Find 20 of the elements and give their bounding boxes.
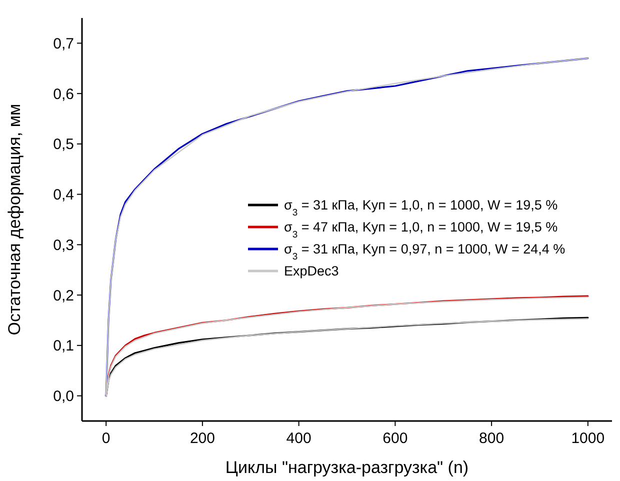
y-tick-label: 0,7 [53,35,74,52]
x-tick-label: 1000 [571,430,605,447]
legend-label: σ$_{3}$ = 47 кПа, Kуп = 1,0, n = 1000, W = 19,5 % [284,220,558,240]
y-axis-title: Остаточная деформация, мм [5,104,24,336]
y-tick-label: 0,1 [53,338,74,355]
x-tick-label: 0 [102,430,110,447]
legend-label: σ$_{3}$ = 31 кПа, Kуп = 0,97, n = 1000, W = 24,4 % [284,242,566,262]
y-tick-label: 0,0 [53,388,74,406]
x-tick-label: 800 [479,430,504,447]
x-tick-label: 200 [190,430,215,447]
legend-label: ExpDec3 [284,264,339,279]
y-tick-label: 0,2 [53,287,74,304]
y-tick-label: 0,4 [53,186,74,204]
x-axis-title: Циклы "нагрузка-разгрузка" (n) [225,458,469,477]
x-tick-label: 400 [286,430,312,447]
y-tick-label: 0,3 [53,236,74,254]
y-tick-label: 0,5 [53,136,74,154]
x-tick-label: 600 [382,430,408,447]
y-tick-label: 0,6 [53,86,74,103]
legend-label: σ$_{3}$ = 31 кПа, Kуп = 1,0, n = 1000, W = 19,5 % [284,198,558,218]
